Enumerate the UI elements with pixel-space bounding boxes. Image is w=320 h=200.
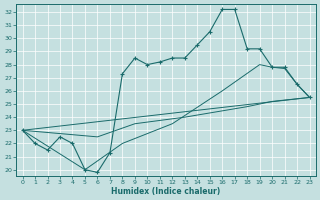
- X-axis label: Humidex (Indice chaleur): Humidex (Indice chaleur): [111, 187, 221, 196]
